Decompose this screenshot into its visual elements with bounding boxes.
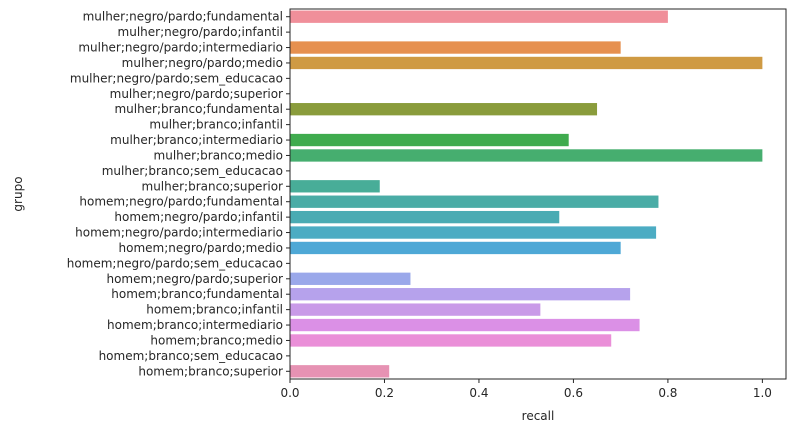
y-tick-labels: mulher;negro/pardo;fundamentalmulher;neg… (67, 10, 290, 378)
y-tick-label-15: homem;negro/pardo;medio (119, 241, 283, 255)
y-tick-label-17: homem;negro/pardo;superior (106, 272, 283, 286)
y-tick-label-2: mulher;negro/pardo;intermediario (78, 41, 283, 55)
y-tick-label-0: mulher;negro/pardo;fundamental (83, 10, 283, 24)
bar-6 (290, 103, 598, 116)
bar-19 (290, 303, 541, 316)
bar-2 (290, 41, 621, 54)
bar-group (290, 10, 763, 378)
bar-15 (290, 241, 621, 255)
y-tick-label-22: homem;branco;sem_educacao (99, 349, 283, 363)
bar-3 (290, 56, 763, 70)
y-tick-label-21: homem;branco;medio (150, 333, 283, 347)
y-axis-label: grupo (11, 176, 25, 211)
y-tick-label-9: mulher;branco;medio (154, 148, 283, 162)
bar-18 (290, 288, 631, 301)
y-tick-label-23: homem;branco;superior (138, 364, 283, 378)
y-tick-label-3: mulher;negro/pardo;medio (122, 56, 283, 70)
y-tick-label-13: homem;negro/pardo;infantil (114, 210, 283, 224)
bar-0 (290, 10, 668, 23)
x-tick-label-0: 0.0 (280, 386, 299, 400)
y-tick-label-5: mulher;negro/pardo;superior (110, 87, 283, 101)
y-tick-label-12: homem;negro/pardo;fundamental (79, 195, 283, 209)
bar-17 (290, 272, 411, 285)
x-tick-label-1: 0.2 (375, 386, 394, 400)
bar-11 (290, 180, 380, 193)
x-ticks: 0.0 0.2 0.4 0.6 0.8 1.0 (280, 379, 772, 400)
x-tick-label-4: 0.8 (658, 386, 677, 400)
y-tick-label-19: homem;branco;infantil (146, 303, 283, 317)
y-tick-label-10: mulher;branco;sem_educacao (102, 164, 283, 178)
bar-9 (290, 149, 763, 162)
x-tick-label-2: 0.4 (469, 386, 488, 400)
y-tick-label-14: homem;negro/pardo;intermediario (75, 226, 283, 240)
bar-23 (290, 365, 390, 378)
y-tick-label-16: homem;negro/pardo;sem_educacao (67, 256, 283, 270)
bar-21 (290, 334, 612, 347)
bar-8 (290, 133, 569, 147)
bar-14 (290, 226, 657, 239)
y-tick-label-11: mulher;branco;superior (142, 179, 284, 193)
y-tick-label-8: mulher;branco;intermediario (110, 133, 283, 147)
x-tick-label-3: 0.6 (564, 386, 583, 400)
y-tick-label-7: mulher;branco;infantil (149, 118, 283, 132)
y-tick-label-1: mulher;negro/pardo;infantil (118, 25, 283, 39)
y-tick-label-6: mulher;branco;fundamental (114, 102, 283, 116)
x-tick-label-5: 1.0 (753, 386, 772, 400)
x-axis-label: recall (522, 409, 555, 423)
bar-13 (290, 210, 560, 224)
plot-frame (289, 8, 787, 380)
y-tick-label-18: homem;branco;fundamental (111, 287, 283, 301)
y-tick-label-4: mulher;negro/pardo;sem_educacao (70, 71, 283, 85)
y-tick-label-20: homem;branco;intermediario (107, 318, 283, 332)
bar-12 (290, 195, 659, 208)
bar-20 (290, 318, 640, 332)
